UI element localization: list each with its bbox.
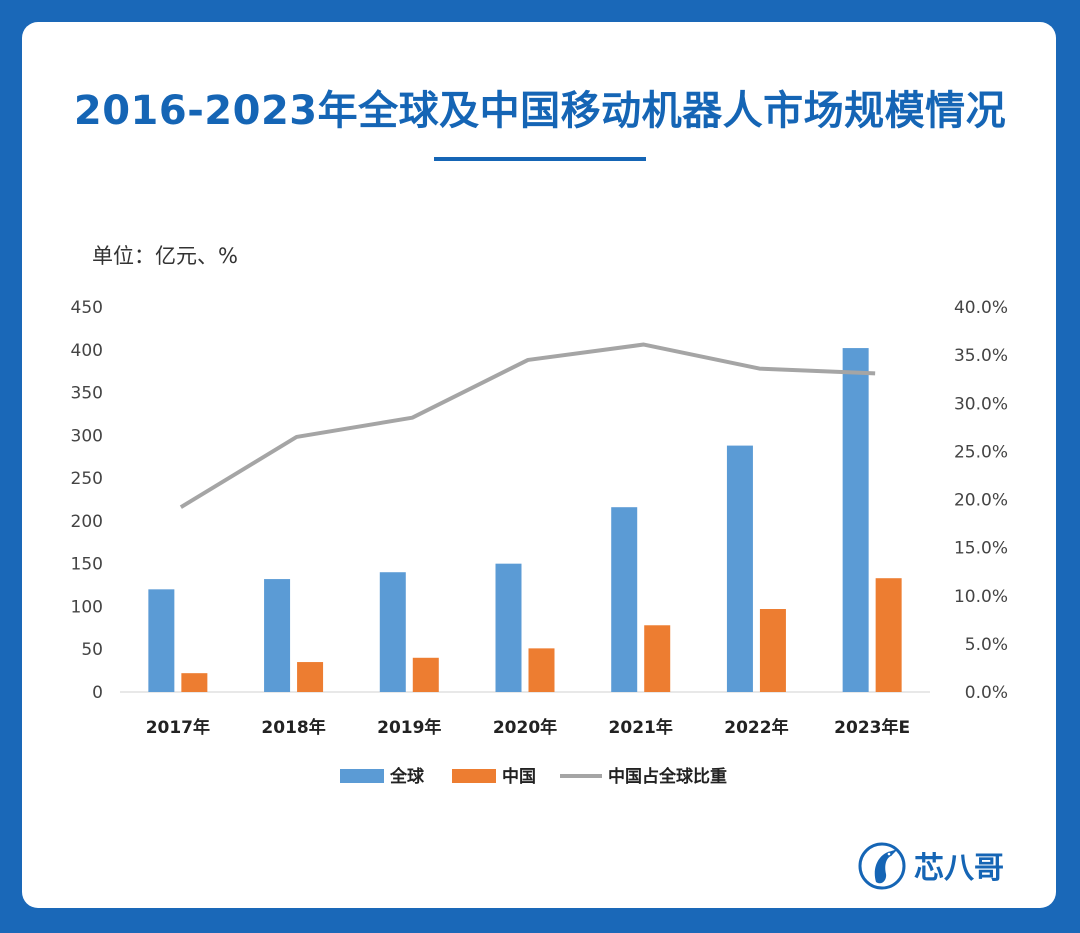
left-tick-label: 350	[71, 384, 103, 404]
left-tick-label: 200	[71, 512, 103, 532]
bar-global	[148, 589, 175, 692]
right-axis-ticks: 0.0% 5.0% 10.0% 15.0% 20.0% 25.0% 30.0% 35.0% 40…	[954, 298, 1008, 703]
right-tick-label: 20.0%	[954, 491, 1008, 511]
bar-china	[412, 657, 439, 692]
left-tick-label: 50	[81, 640, 103, 660]
brand-name: 芯八哥	[914, 851, 1004, 886]
right-tick-label: 5.0%	[965, 635, 1008, 655]
line-share-series	[179, 342, 876, 509]
bar-china	[297, 662, 324, 692]
left-tick-label: 300	[71, 426, 103, 446]
category-label: 2017年	[146, 717, 210, 738]
legend-item-china-label: 中国	[502, 766, 536, 787]
left-axis-ticks: 0 50 100 150 200 250 300 350 400 450	[71, 298, 103, 703]
left-tick-label: 400	[71, 341, 103, 361]
bird-logo-icon	[858, 842, 906, 890]
bar-global	[379, 572, 406, 692]
title-underline	[434, 157, 646, 161]
legend-item-share-label: 中国占全球比重	[608, 766, 727, 787]
bar-china	[759, 609, 786, 692]
right-tick-label: 35.0%	[954, 346, 1008, 366]
bar-global	[611, 507, 638, 692]
legend-item-global-swatch	[340, 769, 384, 783]
left-tick-label: 250	[71, 469, 103, 489]
card	[22, 22, 1056, 908]
left-tick-label: 100	[71, 597, 103, 617]
bar-china	[875, 578, 902, 692]
bar-global	[495, 563, 522, 692]
right-tick-label: 0.0%	[965, 683, 1008, 703]
legend-item-global-label: 全球	[389, 766, 425, 787]
right-tick-label: 15.0%	[954, 539, 1008, 559]
unit-label: 单位：亿元、%	[92, 244, 238, 268]
category-label: 2022年	[724, 717, 788, 738]
left-tick-label: 0	[92, 683, 103, 703]
bar-global	[842, 348, 869, 692]
category-label: 2019年	[377, 717, 441, 738]
left-tick-label: 450	[71, 298, 103, 318]
category-labels: 2017年 2018年 2019年 2020年 2021年 2022年 2023年E	[146, 717, 910, 738]
category-label: 2023年E	[834, 717, 910, 738]
share-line	[179, 342, 876, 509]
left-tick-label: 150	[71, 555, 103, 575]
right-tick-label: 30.0%	[954, 394, 1008, 414]
bar-global	[726, 445, 753, 692]
brand-logo: 芯八哥	[858, 838, 1004, 892]
right-tick-label: 10.0%	[954, 587, 1008, 607]
category-label: 2020年	[493, 717, 557, 738]
right-tick-label: 25.0%	[954, 442, 1008, 462]
chart-title: 2016-2023年全球及中国移动机器人市场规模情况	[73, 88, 1007, 134]
category-label: 2018年	[261, 717, 325, 738]
bar-china	[528, 648, 555, 692]
legend-item-china-swatch	[452, 769, 496, 783]
bar-china	[181, 673, 208, 692]
bar-china	[644, 625, 671, 692]
bars	[148, 348, 902, 692]
bar-global	[264, 579, 291, 692]
legend: 全球 中国 中国占全球比重	[340, 766, 727, 787]
right-tick-label: 40.0%	[954, 298, 1008, 318]
category-label: 2021年	[609, 717, 673, 738]
